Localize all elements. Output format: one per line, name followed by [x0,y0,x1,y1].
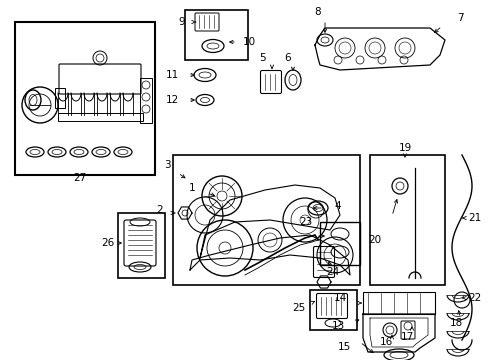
Text: 21: 21 [468,213,481,223]
Text: 25: 25 [292,303,305,313]
Text: 27: 27 [73,173,86,183]
Text: 26: 26 [101,238,114,248]
Text: 4: 4 [334,201,341,211]
Bar [362,292,434,314]
Text: 11: 11 [165,70,178,80]
Text: 17: 17 [400,332,413,342]
Bar [184,10,247,60]
Text: 14: 14 [333,293,346,303]
Bar [369,155,444,285]
Text: 18: 18 [448,318,462,328]
Bar [15,22,155,175]
Bar [309,290,356,330]
Text: 5: 5 [259,53,266,63]
Bar [118,213,164,278]
Text: 19: 19 [398,143,411,153]
Text: 7: 7 [456,13,462,23]
Text: 8: 8 [314,7,321,17]
Text: 16: 16 [379,337,392,347]
Bar [140,78,152,123]
Bar [173,155,359,285]
Text: 3: 3 [163,160,170,170]
Bar [319,222,359,265]
Text: 23: 23 [299,217,312,227]
Text: 13: 13 [331,321,344,331]
Text: 20: 20 [367,235,381,245]
Text: 12: 12 [165,95,178,105]
Text: 10: 10 [242,37,255,47]
Text: 9: 9 [178,17,185,27]
Text: 1: 1 [188,183,195,193]
Text: 22: 22 [468,293,481,303]
Bar [58,113,142,121]
Text: 6: 6 [284,53,291,63]
Text: 24: 24 [325,267,339,277]
Text: 15: 15 [337,342,350,352]
Bar [55,88,65,108]
Text: 2: 2 [156,205,163,215]
